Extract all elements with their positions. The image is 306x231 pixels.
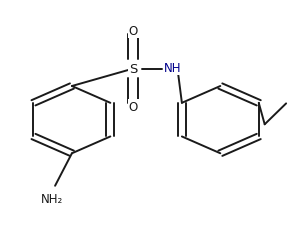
- Text: O: O: [129, 101, 138, 114]
- Text: NH₂: NH₂: [41, 192, 63, 205]
- Text: NH: NH: [164, 62, 181, 75]
- Text: S: S: [129, 63, 137, 76]
- Text: O: O: [129, 25, 138, 38]
